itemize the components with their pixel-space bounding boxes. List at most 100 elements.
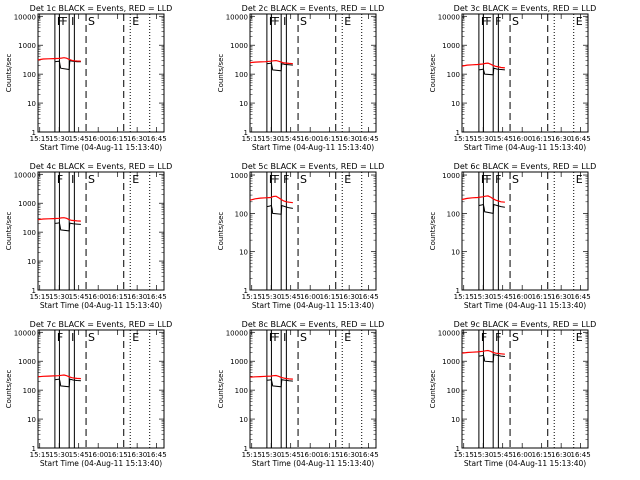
x-tick-label: 16:30	[339, 451, 359, 459]
plot-frame	[249, 329, 377, 449]
chart-title: Det 1c BLACK = Events, RED = LLD	[30, 4, 173, 13]
solid-marker-line-label: F	[269, 331, 275, 344]
x-tick-label: 16:15	[108, 451, 128, 459]
y-tick-label: 1	[32, 287, 36, 295]
solid-marker-line-label: F	[481, 173, 487, 186]
dotted-marker-line-label: E	[344, 15, 351, 28]
x-tick-label: 16:15	[532, 135, 552, 143]
y-tick-label: 10000	[438, 329, 460, 337]
x-tick-label: 15:30	[261, 451, 281, 459]
x-tick-label: 15:45	[281, 135, 301, 143]
dashed-marker-line-label: S	[512, 15, 519, 28]
chart-panel-6: Det 6c BLACK = Events, RED = LLD 1 10 100 10…	[429, 162, 596, 310]
dotted-marker-line-label: E	[576, 173, 583, 186]
y-tick-label: 10	[239, 249, 248, 257]
y-tick-label: 100	[235, 71, 248, 79]
solid-marker-line-label: F	[485, 173, 491, 186]
x-axis-label: Start Time (04-Aug-11 15:13:40)	[252, 143, 374, 152]
y-tick-label: 100	[235, 387, 248, 395]
y-tick-label: 1	[32, 129, 36, 137]
dashed-marker-line-label: S	[512, 173, 519, 186]
y-axis-label: Counts/sec	[5, 54, 13, 93]
x-tick-label: 16:30	[551, 135, 571, 143]
x-tick-label: 15:15	[30, 293, 50, 301]
x-tick-label: 15:30	[473, 135, 493, 143]
y-tick-label: 1	[244, 129, 248, 137]
dashed-marker-line-label: S	[300, 15, 307, 28]
y-axis-label: Counts/sec	[217, 212, 225, 251]
series-line-red	[249, 59, 293, 65]
series-line-red	[461, 349, 505, 355]
x-tick-label: 15:45	[69, 293, 89, 301]
y-tick-label: 10000	[14, 13, 36, 21]
x-tick-label: 16:45	[147, 293, 167, 301]
y-tick-label: 10000	[14, 171, 36, 179]
y-tick-label: 10000	[226, 329, 248, 337]
x-tick-label: 16:15	[532, 293, 552, 301]
series-line-red	[37, 374, 81, 380]
series-line-black	[54, 222, 81, 232]
x-tick-label: 16:15	[320, 293, 340, 301]
x-tick-label: 15:45	[281, 451, 301, 459]
x-tick-label: 16:30	[127, 135, 147, 143]
plot-frame	[249, 171, 377, 291]
y-tick-label: 1000	[442, 42, 460, 50]
x-tick-label: 16:30	[551, 451, 571, 459]
dotted-marker-line-label: E	[132, 15, 139, 28]
y-tick-label: 10	[239, 100, 248, 108]
dashed-marker-line-label: S	[300, 331, 307, 344]
x-tick-label: 16:00	[300, 135, 320, 143]
x-tick-label: 16:15	[320, 451, 340, 459]
solid-marker-line-label: F	[57, 331, 63, 344]
solid-marker-line-label: F	[61, 15, 67, 28]
series-line-red	[249, 195, 293, 204]
plot-frame	[461, 13, 589, 133]
x-tick-label: 15:15	[30, 135, 50, 143]
chart-panel-3: Det 3c BLACK = Events, RED = LLD 1 10 100 10…	[429, 4, 596, 152]
series-line-black	[54, 378, 81, 388]
x-tick-label: 16:45	[359, 293, 379, 301]
dashed-marker-line-label: S	[88, 331, 95, 344]
x-tick-label: 15:15	[30, 451, 50, 459]
y-tick-label: 10	[27, 258, 36, 266]
x-tick-label: 16:00	[88, 293, 108, 301]
y-tick-label: 10000	[438, 13, 460, 21]
y-axis-label: Counts/sec	[217, 370, 225, 409]
x-tick-label: 16:00	[300, 451, 320, 459]
solid-marker-line-label: F	[273, 15, 279, 28]
y-tick-label: 100	[447, 387, 460, 395]
x-tick-label: 16:45	[147, 451, 167, 459]
series-line-black	[54, 60, 81, 71]
dashed-marker-line-label: S	[88, 15, 95, 28]
x-axis-label: Start Time (04-Aug-11 15:13:40)	[252, 301, 374, 310]
plot-frame	[461, 171, 589, 291]
x-tick-label: 16:30	[127, 451, 147, 459]
plot-frame	[37, 329, 165, 449]
x-axis-label: Start Time (04-Aug-11 15:13:40)	[40, 301, 162, 310]
x-tick-label: 15:15	[454, 451, 474, 459]
x-tick-label: 16:45	[359, 451, 379, 459]
dotted-marker-line-label: E	[132, 173, 139, 186]
chart-panel-9: Det 9c BLACK = Events, RED = LLD 1 10 100 10…	[429, 320, 596, 468]
series-line-red	[249, 374, 293, 380]
chart-panel-4: Det 4c BLACK = Events, RED = LLD 1 10 100 10…	[5, 162, 172, 310]
dotted-marker-line-label: E	[344, 331, 351, 344]
plot-frame	[37, 13, 165, 133]
series-line-black	[478, 67, 505, 76]
y-tick-label: 1000	[18, 358, 36, 366]
solid-marker-line-label: I	[283, 331, 286, 344]
x-tick-label: 15:45	[493, 135, 513, 143]
x-tick-label: 15:30	[49, 135, 69, 143]
chart-panel-2: Det 2c BLACK = Events, RED = LLD 1 10 100 10…	[217, 4, 384, 152]
solid-marker-line-label: F	[269, 15, 275, 28]
x-tick-label: 15:30	[49, 293, 69, 301]
series-line-red	[461, 195, 505, 203]
x-tick-label: 16:15	[108, 293, 128, 301]
y-tick-label: 1	[32, 445, 36, 453]
solid-marker-line-label: I	[71, 331, 74, 344]
x-tick-label: 16:30	[551, 293, 571, 301]
x-tick-label: 16:00	[512, 135, 532, 143]
x-tick-label: 15:45	[281, 293, 301, 301]
x-tick-label: 15:45	[493, 451, 513, 459]
